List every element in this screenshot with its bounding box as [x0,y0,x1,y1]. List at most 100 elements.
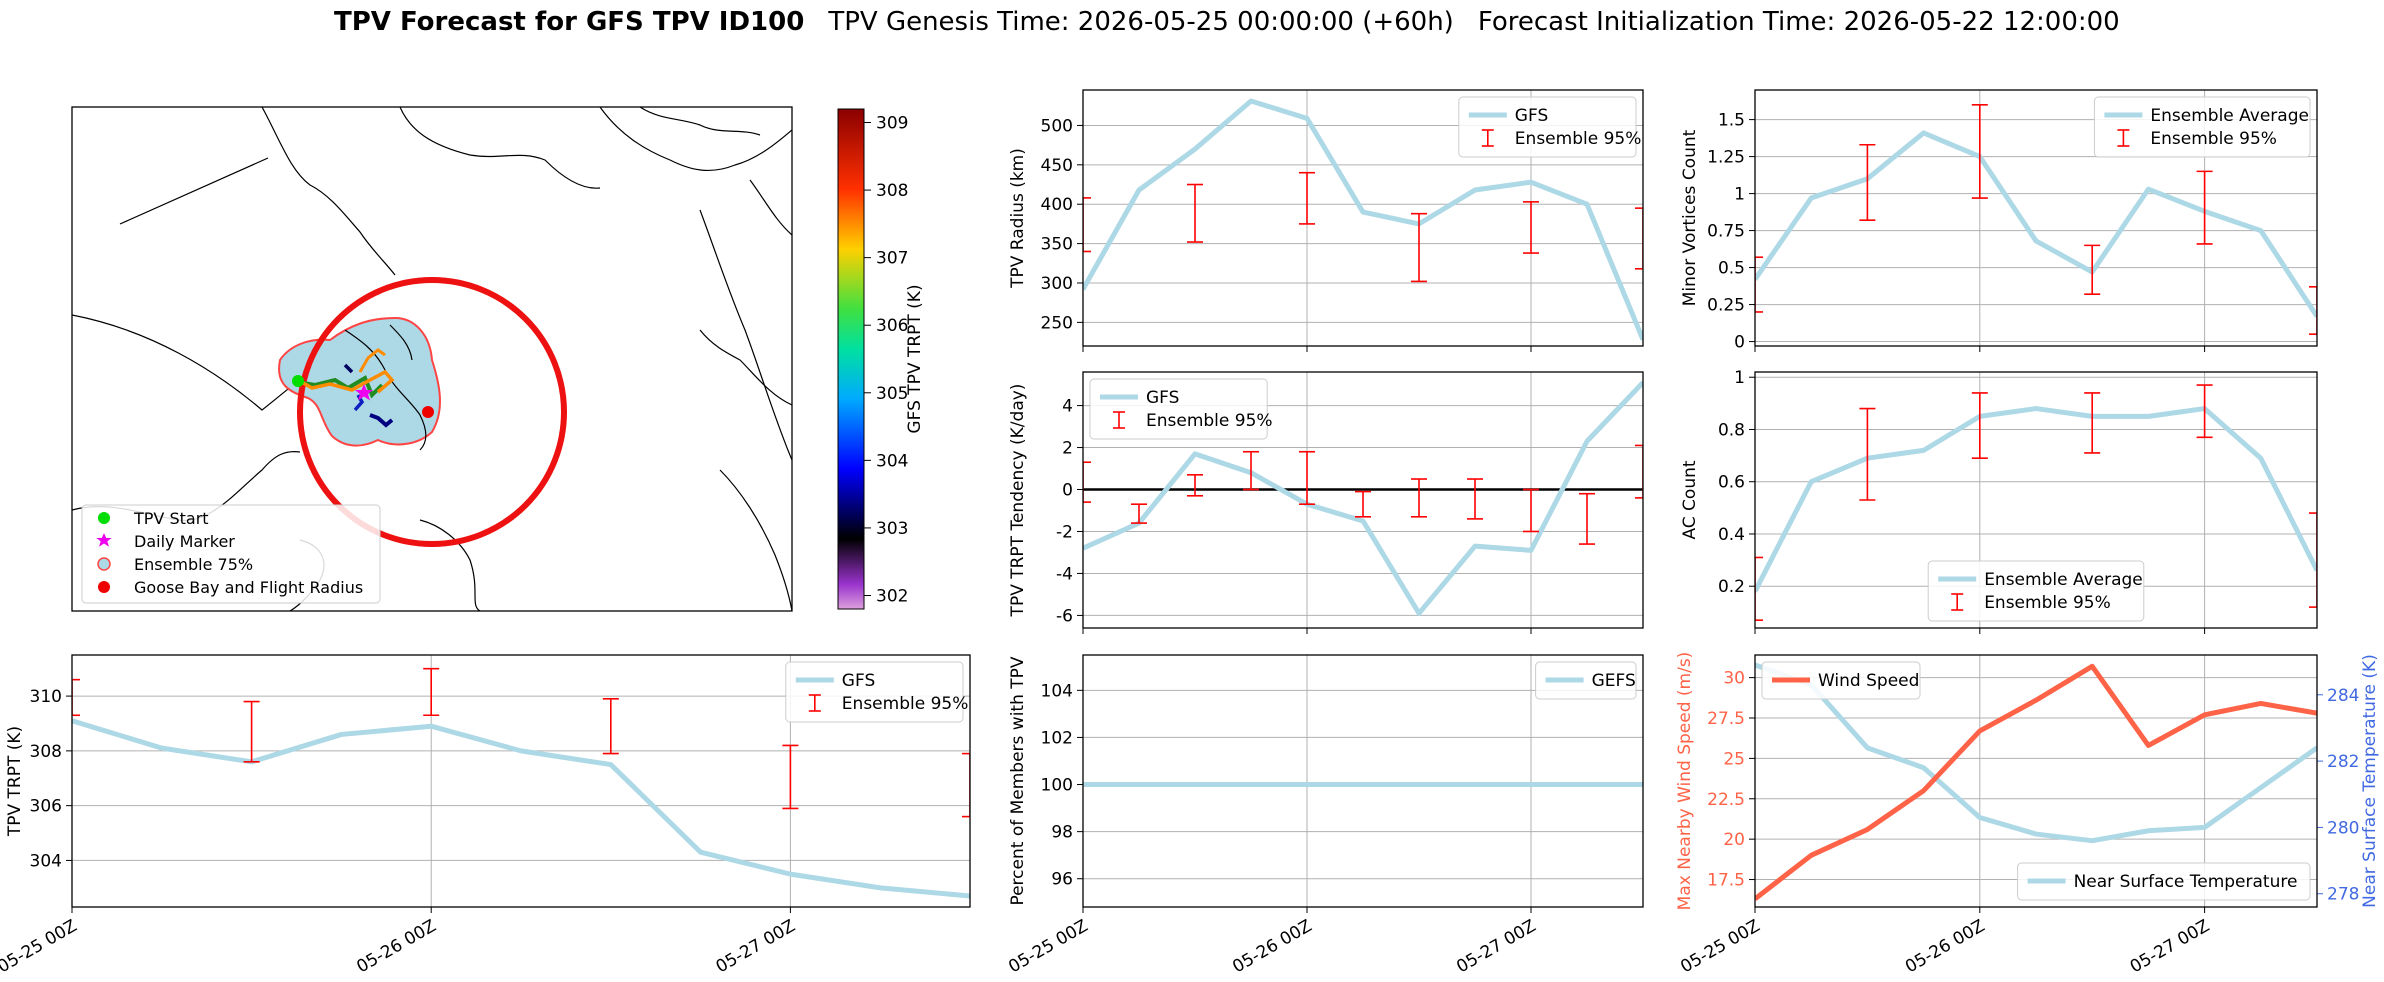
y-tick-label: 98 [1051,823,1073,843]
map-panel: TPV Start Daily Marker Ensemble 75% Goos… [71,106,925,612]
axes-frame [1082,371,1644,629]
errorbar [2309,286,2317,335]
series-line-gfs [1083,98,1643,341]
y-tick-label: 310 [30,687,62,707]
errorbar [1859,143,1876,222]
errorbar [1299,171,1315,225]
y-tick-label: 400 [1041,195,1073,215]
coastline [699,329,792,406]
y-tick-label: 450 [1041,156,1073,176]
daily-marker [355,384,373,401]
errorbar [1187,474,1203,497]
errorbar [2084,244,2101,296]
errorbar [2309,512,2317,608]
legend: Ensemble Average Ensemble 95% [1927,560,2145,622]
legend-secondary: Near Surface Temperature [2017,862,2311,901]
coastline [699,209,792,461]
y2-tick-label: 278 [2327,885,2359,905]
errorbar [1243,450,1259,491]
y-tick-label: 1 [1734,185,1745,205]
errorbar [243,700,260,763]
errorbar [1299,450,1315,505]
legend: GEFS [1535,661,1637,700]
axes-frame [1754,371,2318,629]
y-tick-label: 500 [1041,116,1073,136]
legend-ensemble-icon [97,557,111,571]
title-init: Forecast Initialization Time: 2026-05-22… [1478,7,2120,37]
colorbar-tick-label: 306 [876,316,908,336]
legend-errorbar-icon [1113,411,1125,429]
ensemble-track [297,369,395,394]
errorbar [1523,488,1539,533]
errorbar [1971,392,1988,460]
errorbar [1859,407,1876,501]
errorbar [1083,461,1091,503]
errorbar [2196,384,2213,439]
series-line-gfs [1083,380,1643,616]
y-axis-label: TPV Radius (km) [1008,148,1028,289]
errorbar [1467,478,1483,520]
errorbar [962,752,970,818]
coastline [599,107,792,171]
errorbar [1411,478,1427,518]
colorbar-tick-label: 305 [876,384,908,404]
errorbar [1523,201,1539,254]
legend-box [1761,661,1921,700]
legend-label: Ensemble 95% [842,694,969,714]
colorbar-tick-label: 308 [876,181,908,201]
errorbar [1355,490,1371,518]
series-line-gfs [72,718,970,899]
x-tick-label: 05-26 00Z [1229,916,1315,977]
map-legend: TPV Start Daily Marker Ensemble 75% Goos… [81,504,381,604]
y-tick-label: 0.2 [1718,577,1745,597]
legend: GFS Ensemble 95% [1458,96,1641,158]
y-tick-label: -4 [1056,564,1073,584]
axes-frame [1754,89,2318,347]
y-tick-label: 30 [1723,669,1745,689]
legend-goose-icon [98,581,110,593]
legend-box [1535,661,1637,700]
chart-wind: 278 280 282 284 Near Surface Temperature (K)… [1675,652,2380,978]
plot-area [1755,103,2317,335]
legend-start-icon [98,512,110,524]
coastline [399,107,601,189]
coastline [344,329,427,451]
chart-percent: 96 98 100 102 104 Percent of Members with TPV… [1005,654,1644,977]
legend: Wind Speed [1761,661,1921,700]
legend-label: GFS [842,671,875,691]
colorbar-tick-label: 303 [876,519,908,539]
y-tick-label: -2 [1056,522,1073,542]
legend-label: Ensemble 95% [1146,411,1273,431]
y-tick-label: 27.5 [1707,709,1745,729]
y-axis-label: TPV TRPT Tendency (K/day) [1008,384,1028,618]
y-tick-label: 1 [1734,368,1745,388]
tpv-track [369,413,394,428]
y-tick-label: 0 [1062,481,1073,501]
coastline [261,107,396,276]
errorbar [2084,392,2101,454]
legend-label: TPV Start [133,509,209,528]
plot-area [1083,380,1643,616]
series-line-wind-speed [1755,663,2317,901]
x-tick-label: 05-25 00Z [1677,916,1763,977]
axes-frame [71,654,971,908]
country-border [119,157,269,225]
x-tick-label: 05-25 00Z [0,916,81,977]
y-tick-label: 22.5 [1707,790,1745,810]
legend-errorbar-icon [2117,129,2130,147]
colorbar-tick-label: 307 [876,249,908,269]
plot-area [1755,384,2317,621]
y-tick-label: 306 [30,797,62,817]
y2-tick-label: 284 [2327,686,2359,706]
errorbar [1635,207,1643,270]
y-tick-label: 2 [1062,439,1073,459]
y-axis-label: Max Nearby Wind Speed (m/s) [1675,652,1695,911]
errorbar [1635,444,1643,499]
x-tick-label: 05-27 00Z [1453,916,1539,977]
y-tick-label: 4 [1062,397,1073,417]
y-tick-label: -6 [1056,606,1073,626]
chart-tendency: -6 -4 -2 0 2 4 TPV TRPT Tendency (K/day) GFS Ens… [1008,371,1644,634]
axes-frame [1754,654,2318,908]
